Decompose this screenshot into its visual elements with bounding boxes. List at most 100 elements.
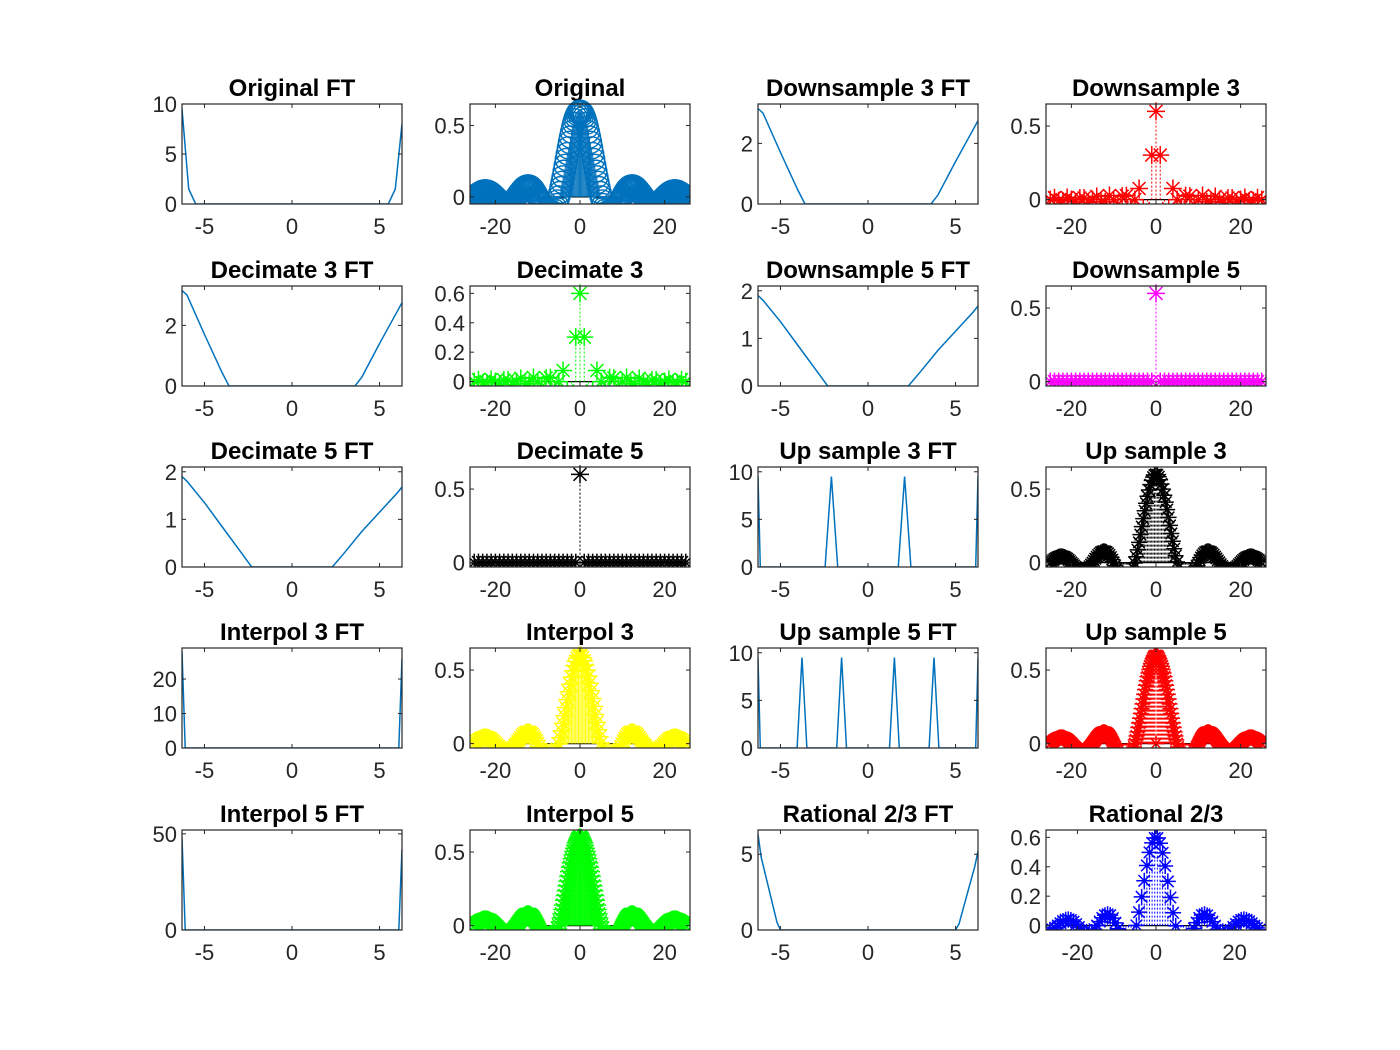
x-tick-label: 5 — [373, 214, 385, 239]
subplot-title: Decimate 5 FT — [211, 438, 374, 465]
stem-marker — [1151, 835, 1168, 852]
stem-marker — [580, 853, 599, 872]
stem-marker — [470, 372, 484, 386]
stem-marker — [1163, 525, 1180, 542]
plot-area — [758, 107, 978, 204]
stem-marker — [586, 886, 605, 905]
stem-marker — [1204, 913, 1221, 930]
stem-marker — [575, 651, 594, 670]
y-tick-label: 2 — [165, 313, 177, 338]
plot-area — [1046, 647, 1266, 748]
stem-marker — [564, 842, 583, 861]
x-tick-label: 20 — [652, 396, 676, 421]
stem-marker — [1153, 655, 1170, 672]
x-tick-label: 0 — [574, 214, 586, 239]
subplot-19: Rational 2/3 FT -5 0 5 0 5 — [741, 801, 979, 965]
stem-marker — [1138, 495, 1155, 512]
stem-marker — [676, 916, 690, 930]
x-tick-label: 0 — [286, 396, 298, 421]
subplot-title: Downsample 3 FT — [766, 75, 970, 102]
stem-marker — [582, 862, 600, 881]
stem-marker — [593, 919, 611, 930]
stem-marker — [1104, 551, 1121, 567]
stem-marker — [584, 876, 603, 895]
plot-area — [1046, 829, 1266, 930]
stem-marker — [1102, 549, 1119, 566]
y-tick-label: 10 — [153, 92, 177, 117]
stem-marker — [580, 674, 599, 693]
x-tick-label: -5 — [771, 214, 791, 239]
y-tick-label: 10 — [153, 702, 177, 727]
subplot-6: Decimate 3 -20 0 20 0 0.2 0.4 0.6 — [434, 257, 691, 421]
x-tick-label: 0 — [574, 577, 586, 602]
stem-marker — [573, 648, 592, 667]
stem-marker — [1227, 192, 1246, 204]
stem-marker — [1188, 914, 1205, 930]
stem-marker — [1105, 554, 1122, 567]
stem-marker — [560, 862, 578, 881]
stem-marker — [1062, 190, 1081, 204]
stem-marker — [1157, 494, 1174, 511]
y-tick-label: 50 — [153, 822, 177, 847]
stem-marker — [579, 849, 598, 868]
stem-marker — [551, 728, 570, 747]
stem-marker — [1087, 187, 1106, 204]
stem-marker — [611, 737, 630, 748]
y-tick-label: 0 — [1029, 914, 1041, 939]
stem-marker — [562, 849, 581, 868]
y-tick-label: 1 — [741, 326, 753, 351]
stem-marker — [1154, 844, 1171, 861]
stem-marker — [1079, 193, 1098, 204]
stem-marker — [1128, 917, 1145, 930]
stem-marker — [1140, 664, 1157, 681]
y-tick-label: 0 — [453, 185, 465, 210]
x-tick-label: 0 — [574, 396, 586, 421]
stem-marker — [486, 372, 505, 386]
stem-marker — [1133, 518, 1150, 535]
plot-area — [1046, 466, 1266, 567]
x-tick-label: -20 — [479, 758, 511, 783]
subplot-title: Original — [535, 75, 626, 102]
stem-marker — [1165, 719, 1182, 736]
stem-marker — [588, 900, 607, 919]
stem-marker — [1165, 904, 1182, 921]
stem-marker — [1196, 906, 1213, 923]
subplot-12: Up sample 3 -20 0 20 0 0.5 — [1010, 438, 1267, 602]
stem-marker — [1107, 914, 1124, 930]
stem-marker — [530, 737, 549, 748]
subplot-title: Up sample 5 FT — [779, 619, 957, 646]
subplot-14: Interpol 3 -20 0 20 0 0.5 — [434, 619, 691, 783]
subplot-title: Decimate 3 FT — [211, 257, 374, 284]
plot-area — [182, 837, 402, 930]
y-tick-label: 0 — [1029, 732, 1041, 757]
subplot-18: Interpol 5 -20 0 20 0 0.5 — [434, 801, 691, 965]
x-tick-label: 5 — [949, 758, 961, 783]
y-tick-label: 0 — [165, 918, 177, 943]
stem-marker — [1142, 655, 1159, 672]
y-tick-label: 0.5 — [1010, 296, 1041, 321]
plot-area — [470, 646, 690, 748]
stem-marker — [1162, 889, 1179, 906]
stem-marker — [1136, 686, 1153, 703]
y-tick-label: 0.5 — [1010, 658, 1041, 683]
stem-marker — [1126, 554, 1143, 567]
ft-magnitude-line — [758, 834, 978, 930]
x-tick-label: 20 — [652, 214, 676, 239]
stem-marker — [585, 881, 604, 900]
x-tick-label: -20 — [479, 396, 511, 421]
stem-marker — [578, 845, 597, 864]
stem-marker — [587, 361, 606, 380]
stem-marker — [554, 361, 573, 380]
stem-marker — [1134, 695, 1151, 712]
stem-marker — [520, 374, 539, 386]
stem-marker — [511, 369, 530, 386]
x-tick-label: 0 — [862, 758, 874, 783]
subplot-15: Up sample 5 FT -5 0 5 0 5 10 — [729, 619, 979, 783]
stem-marker — [1180, 187, 1199, 204]
stem-marker — [1157, 672, 1174, 689]
stem-marker — [591, 192, 615, 204]
stem-marker — [1142, 658, 1159, 675]
plot-area — [1046, 102, 1266, 204]
stem-marker — [555, 886, 574, 905]
stem-marker — [1096, 192, 1115, 204]
